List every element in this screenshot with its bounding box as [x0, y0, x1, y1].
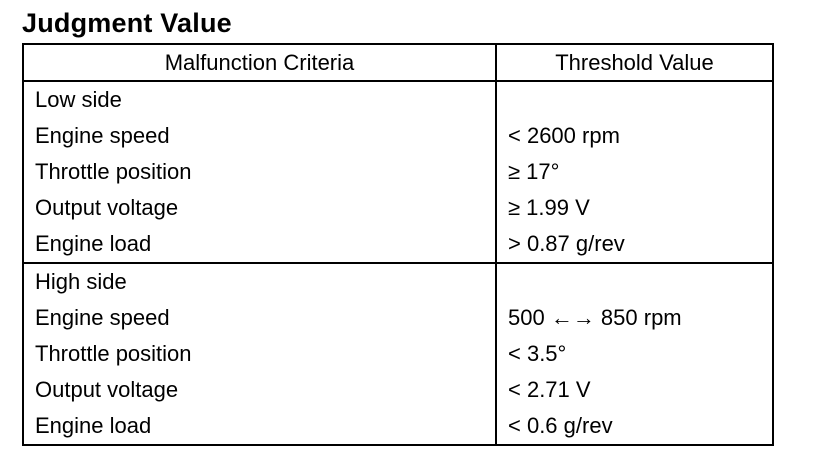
high-side-threshold-cell: 500 ←→ 850 rpm < 3.5° < 2.71 V < 0.6 g/r…	[495, 263, 774, 446]
judgment-value-table: Malfunction Criteria Threshold Value Low…	[22, 43, 774, 446]
criteria-output-voltage: Output voltage	[35, 195, 179, 220]
low-side-criteria-cell: Low side Engine speed Throttle position …	[22, 81, 497, 264]
high-side-criteria-cell: High side Engine speed Throttle position…	[22, 263, 497, 446]
high-side-group: High side Engine speed Throttle position…	[22, 263, 774, 446]
table-header-row: Malfunction Criteria Threshold Value	[22, 43, 774, 82]
threshold-output-voltage: ≥ 1.99 V	[508, 195, 590, 220]
criteria-throttle-position: Throttle position	[35, 159, 192, 184]
threshold-engine-speed: < 2600 rpm	[508, 123, 620, 148]
threshold-throttle-position: < 3.5°	[508, 341, 567, 366]
threshold-spacer	[497, 264, 772, 300]
criteria-engine-load: Engine load	[35, 413, 152, 438]
criteria-output-voltage: Output voltage	[35, 377, 179, 402]
criteria-engine-speed: Engine speed	[35, 123, 170, 148]
criteria-throttle-position: Throttle position	[35, 341, 192, 366]
threshold-engine-load: > 0.87 g/rev	[508, 231, 625, 256]
page-title: Judgment Value	[22, 8, 232, 38]
threshold-engine-load: < 0.6 g/rev	[508, 413, 613, 438]
threshold-output-voltage: < 2.71 V	[508, 377, 591, 402]
low-side-group: Low side Engine speed Throttle position …	[22, 81, 774, 264]
low-side-threshold-cell: < 2600 rpm ≥ 17° ≥ 1.99 V > 0.87 g/rev	[495, 81, 774, 264]
criteria-engine-speed: Engine speed	[35, 305, 170, 330]
threshold-engine-speed: 500 ←→ 850 rpm	[508, 305, 682, 330]
group-label-low-side: Low side	[35, 87, 122, 112]
group-label-high-side: High side	[35, 269, 127, 294]
header-threshold-value: Threshold Value	[495, 43, 774, 82]
threshold-throttle-position: ≥ 17°	[508, 159, 560, 184]
threshold-spacer	[497, 82, 772, 118]
header-malfunction-criteria: Malfunction Criteria	[22, 43, 497, 82]
criteria-engine-load: Engine load	[35, 231, 152, 256]
